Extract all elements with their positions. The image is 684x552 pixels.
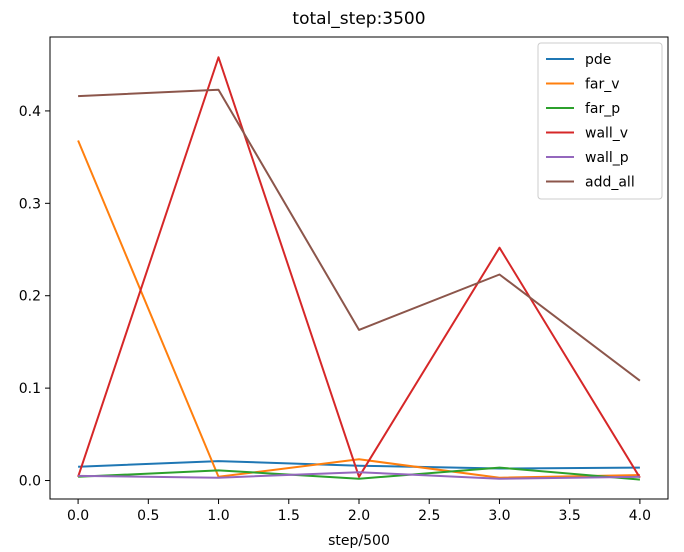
legend-label-far_v: far_v (585, 77, 620, 93)
y-tick-label: 0.0 (19, 474, 41, 490)
legend-box (537, 42, 663, 200)
y-axis: 0.0 0.1 0.2 0.3 0.4 (19, 104, 50, 490)
series-line-wall_v (77, 56, 641, 479)
y-tick-label: 0.1 (19, 381, 41, 397)
x-tick-label: 2.0 (348, 508, 370, 524)
legend-label-add_all: add_all (585, 175, 635, 191)
x-tick-label: 4.0 (629, 508, 651, 524)
x-axis-label: step/500 (328, 533, 390, 549)
x-tick-label: 2.5 (418, 508, 440, 524)
series-line-far_v (77, 140, 640, 479)
legend-label-wall_p: wall_p (585, 150, 629, 166)
legend-label-far_p: far_p (585, 101, 620, 117)
x-axis: 0.0 0.5 1.0 1.5 2.0 2.5 3.0 3.5 4.0 (67, 499, 651, 524)
y-tick-label: 0.3 (19, 196, 41, 212)
legend-label-wall_v: wall_v (585, 126, 628, 142)
x-tick-label: 1.5 (278, 508, 300, 524)
legend-label-pde: pde (585, 52, 611, 68)
x-tick-label: 0.0 (67, 508, 89, 524)
series-line-pde (78, 460, 640, 470)
series-line-far_p (78, 466, 640, 481)
legend: pde far_v far_p wall_v wall_p add_all (537, 42, 663, 200)
y-tick-label: 0.2 (19, 289, 41, 305)
series-line-wall_p (78, 471, 640, 480)
x-tick-label: 3.5 (559, 508, 581, 524)
x-tick-label: 0.5 (137, 508, 159, 524)
x-tick-label: 3.0 (488, 508, 510, 524)
series-line-add_all (78, 88, 641, 382)
plot-area (77, 56, 641, 481)
y-tick-label: 0.4 (19, 104, 41, 120)
x-tick-label: 1.0 (207, 508, 229, 524)
chart-title: total_step:3500 (292, 9, 425, 29)
